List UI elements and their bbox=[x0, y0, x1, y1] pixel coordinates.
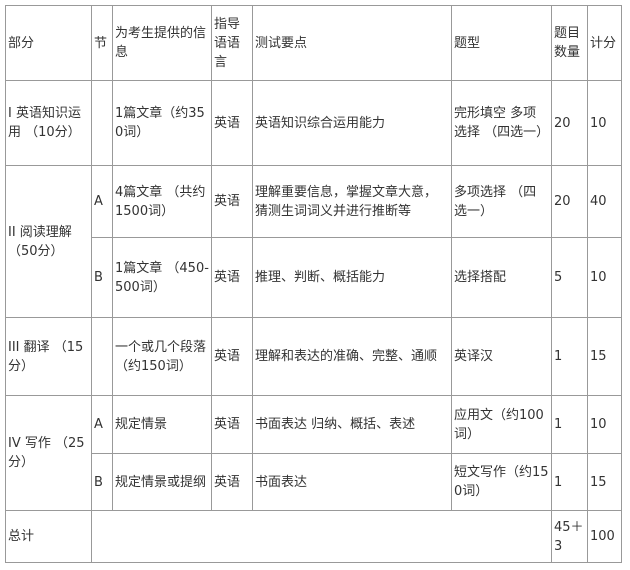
count-cell: 1 bbox=[551, 317, 588, 396]
count-cell: 5 bbox=[551, 237, 588, 318]
language-cell: 英语 bbox=[211, 165, 253, 238]
points-cell: 推理、判断、概括能力 bbox=[252, 237, 452, 318]
points-cell: 理解和表达的准确、完整、通顺 bbox=[252, 317, 452, 396]
header-cell: 节 bbox=[91, 5, 113, 81]
points-cell: 英语知识综合运用能力 bbox=[252, 80, 452, 166]
table-row: II 阅读理解 （50分） A 4篇文章 （共约 1500词） 英语 理解重要信… bbox=[5, 165, 622, 318]
total-label: 总计 bbox=[5, 510, 92, 563]
header-cell: 计分 bbox=[587, 5, 622, 81]
points-cell: 书面表达 bbox=[252, 453, 452, 511]
count-cell: 20 bbox=[551, 80, 588, 166]
type-cell: 英译汉 bbox=[451, 317, 552, 396]
part-cell: III 翻译 （15分） bbox=[5, 317, 92, 396]
table-row: III 翻译 （15分） 一个或几个段落 （约150词） 英语 理解和表达的准确… bbox=[5, 317, 622, 396]
exam-structure-table: 部分 节 为考生提供的信息 指导语语言 测试要点 题型 题目数量 计分 I 英语… bbox=[5, 5, 622, 563]
type-cell: 选择搭配 bbox=[451, 237, 552, 318]
language-cell: 英语 bbox=[211, 317, 253, 396]
score-cell: 15 bbox=[587, 453, 622, 511]
section-cell bbox=[91, 317, 113, 396]
part-cell: II 阅读理解 （50分） bbox=[5, 165, 92, 318]
table-row: IV 写作 （25分） A 规定情景 英语 书面表达 归纳、概括、表述 应用文（… bbox=[5, 395, 622, 511]
section-cell: B bbox=[91, 453, 113, 511]
header-cell: 为考生提供的信息 bbox=[112, 5, 212, 81]
type-cell: 完形填空 多项选择 （四选一） bbox=[451, 80, 552, 166]
total-count: 45＋3 bbox=[551, 510, 588, 563]
score-cell: 15 bbox=[587, 317, 622, 396]
info-cell: 一个或几个段落 （约150词） bbox=[112, 317, 212, 396]
header-cell: 测试要点 bbox=[252, 5, 452, 81]
points-cell: 理解重要信息，掌握文章大意，猜测生词词义并进行推断等 bbox=[252, 165, 452, 238]
info-cell: 4篇文章 （共约 1500词） bbox=[112, 165, 212, 238]
table-row: B 1篇文章 （450-500词） 英语 推理、判断、概括能力 选择搭配 5 1… bbox=[6, 237, 622, 318]
empty-cell bbox=[91, 510, 552, 563]
part-cell: IV 写作 （25分） bbox=[5, 395, 92, 511]
type-cell: 短文写作（约150词） bbox=[451, 453, 552, 511]
section-cell bbox=[91, 80, 113, 166]
info-cell: 规定情景 bbox=[112, 395, 212, 454]
part-cell: I 英语知识运用 （10分） bbox=[5, 80, 92, 166]
table-row: I 英语知识运用 （10分） 1篇文章（约350词） 英语 英语知识综合运用能力… bbox=[5, 80, 622, 166]
total-row: 总计 45＋3 100 bbox=[5, 510, 622, 563]
header-cell: 指导语语言 bbox=[211, 5, 253, 81]
info-cell: 1篇文章 （450-500词） bbox=[112, 237, 212, 318]
header-cell: 部分 bbox=[5, 5, 92, 81]
type-cell: 应用文（约100词） bbox=[451, 395, 552, 454]
language-cell: 英语 bbox=[211, 395, 253, 454]
language-cell: 英语 bbox=[211, 80, 253, 166]
table-row: B 规定情景或提纲 英语 书面表达 短文写作（约150词） 1 15 bbox=[6, 453, 622, 511]
score-cell: 10 bbox=[587, 237, 622, 318]
section-cell: A bbox=[91, 395, 113, 454]
header-cell: 题目数量 bbox=[551, 5, 588, 81]
info-cell: 1篇文章（约350词） bbox=[112, 80, 212, 166]
language-cell: 英语 bbox=[211, 453, 253, 511]
type-cell: 多项选择 （四选一） bbox=[451, 165, 552, 238]
info-cell: 规定情景或提纲 bbox=[112, 453, 212, 511]
points-cell: 书面表达 归纳、概括、表述 bbox=[252, 395, 452, 454]
section-cell: B bbox=[91, 237, 113, 318]
header-cell: 题型 bbox=[451, 5, 552, 81]
score-cell: 10 bbox=[587, 395, 622, 454]
score-cell: 10 bbox=[587, 80, 622, 166]
total-score: 100 bbox=[587, 510, 622, 563]
count-cell: 20 bbox=[551, 165, 588, 238]
header-row: 部分 节 为考生提供的信息 指导语语言 测试要点 题型 题目数量 计分 bbox=[5, 5, 622, 81]
count-cell: 1 bbox=[551, 453, 588, 511]
language-cell: 英语 bbox=[211, 237, 253, 318]
count-cell: 1 bbox=[551, 395, 588, 454]
score-cell: 40 bbox=[587, 165, 622, 238]
section-cell: A bbox=[91, 165, 113, 238]
